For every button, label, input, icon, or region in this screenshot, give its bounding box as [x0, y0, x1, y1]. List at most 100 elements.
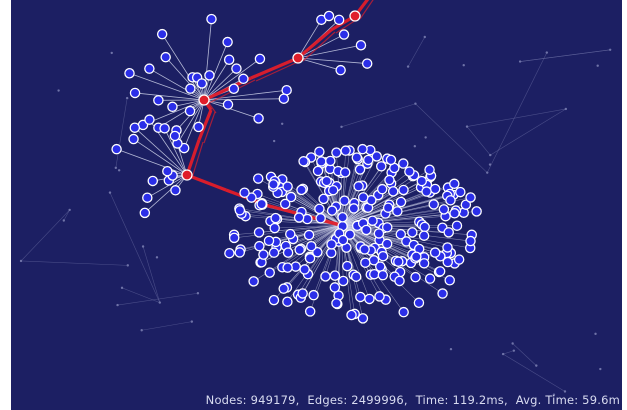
graph-node[interactable] — [248, 276, 259, 287]
graph-node[interactable] — [373, 228, 385, 239]
graph-node[interactable] — [144, 63, 155, 74]
graph-node[interactable] — [314, 146, 325, 157]
graph-node[interactable] — [314, 203, 325, 215]
graph-node[interactable] — [296, 184, 307, 196]
graph-node[interactable] — [377, 269, 389, 281]
graph-node[interactable] — [331, 147, 342, 158]
graph-node[interactable] — [346, 309, 357, 321]
graph-node[interactable] — [223, 54, 235, 65]
graph-node[interactable] — [144, 114, 155, 125]
graph-node[interactable] — [357, 192, 369, 203]
graph-node[interactable] — [293, 212, 305, 223]
graph-node[interactable] — [278, 93, 290, 104]
graph-node[interactable] — [387, 186, 399, 197]
graph-node[interactable] — [413, 297, 425, 309]
graph-node[interactable] — [342, 260, 353, 272]
graph-nodes[interactable] — [111, 10, 482, 324]
graph-node[interactable] — [129, 87, 141, 99]
graph-node[interactable] — [228, 232, 240, 244]
graph-node[interactable] — [124, 68, 135, 79]
graph-node[interactable] — [395, 196, 407, 208]
graph-node[interactable] — [381, 222, 393, 233]
graph-node[interactable] — [338, 275, 349, 287]
graph-node[interactable] — [442, 256, 453, 268]
graph-node[interactable] — [167, 101, 178, 113]
graph-node[interactable] — [407, 227, 418, 238]
graph-node[interactable] — [222, 36, 233, 48]
graph-node[interactable] — [256, 198, 267, 210]
graph-node[interactable] — [416, 175, 428, 187]
graph-node[interactable] — [376, 183, 388, 195]
graph-node[interactable] — [285, 191, 297, 203]
graph-node[interactable] — [437, 288, 448, 299]
graph-node[interactable] — [357, 313, 369, 324]
graph-node[interactable] — [320, 271, 331, 282]
graph-node[interactable] — [418, 258, 430, 269]
graph-node[interactable] — [419, 221, 430, 233]
graph-node[interactable] — [424, 164, 435, 175]
graph-node[interactable] — [443, 227, 454, 238]
graph-node[interactable] — [471, 206, 482, 217]
graph-node[interactable] — [304, 253, 316, 264]
graph-node[interactable] — [258, 249, 269, 260]
graph-node[interactable] — [282, 262, 293, 273]
graph-node[interactable] — [282, 296, 293, 307]
graph-node[interactable] — [321, 175, 332, 187]
graph-node[interactable] — [228, 83, 240, 95]
graph-node[interactable] — [359, 244, 370, 255]
graph-node[interactable] — [268, 179, 279, 190]
graph-node[interactable] — [184, 105, 196, 117]
graph-node[interactable] — [204, 70, 215, 81]
graph-node[interactable] — [196, 78, 208, 89]
graph-node[interactable] — [445, 195, 456, 206]
graph-node[interactable] — [297, 288, 308, 299]
graph-node[interactable] — [323, 10, 335, 22]
graph-node[interactable] — [398, 158, 409, 169]
graph-node[interactable] — [303, 229, 315, 241]
graph-node[interactable] — [339, 195, 350, 206]
graph-node[interactable] — [234, 247, 245, 258]
graph-node[interactable] — [339, 167, 351, 178]
graph-node[interactable] — [337, 234, 349, 246]
graph-node[interactable] — [312, 247, 323, 258]
graph-node[interactable] — [306, 240, 317, 252]
graph-node[interactable] — [153, 95, 164, 106]
graph-node[interactable] — [316, 156, 327, 167]
graph-node[interactable] — [282, 247, 294, 258]
graph-node[interactable] — [285, 228, 296, 240]
graph-node[interactable] — [299, 264, 310, 275]
graph-node[interactable] — [404, 166, 415, 177]
graph-node[interactable] — [377, 250, 389, 262]
path-hub-node[interactable] — [349, 10, 361, 22]
graph-node[interactable] — [139, 207, 151, 219]
graph-node[interactable] — [353, 181, 364, 192]
graph-node[interactable] — [231, 63, 242, 74]
graph-node[interactable] — [281, 84, 292, 96]
graph-node[interactable] — [382, 202, 394, 213]
graph-node[interactable] — [398, 184, 409, 196]
graph-node[interactable] — [162, 165, 173, 177]
graph-node[interactable] — [449, 178, 460, 190]
graph-node[interactable] — [465, 235, 476, 247]
graph-node[interactable] — [170, 185, 181, 196]
graph-node[interactable] — [351, 152, 363, 163]
graph-node[interactable] — [142, 192, 153, 203]
graph-node[interactable] — [222, 99, 234, 110]
graph-node[interactable] — [451, 220, 463, 231]
graph-node[interactable] — [270, 212, 281, 224]
graph-node[interactable] — [279, 198, 291, 210]
graph-node[interactable] — [398, 306, 409, 318]
graph-node[interactable] — [374, 291, 385, 302]
graph-node[interactable] — [455, 186, 466, 198]
graph-node[interactable] — [147, 175, 159, 187]
graph-node[interactable] — [156, 28, 168, 40]
graph-node[interactable] — [348, 203, 360, 214]
graph-node[interactable] — [246, 192, 257, 203]
graph-node[interactable] — [128, 133, 139, 145]
graph-node[interactable] — [424, 273, 436, 284]
graph-node[interactable] — [442, 242, 453, 253]
graph-node[interactable] — [327, 184, 339, 196]
graph-node[interactable] — [308, 289, 319, 301]
graph-node[interactable] — [326, 239, 337, 250]
graph-node[interactable] — [344, 229, 356, 240]
